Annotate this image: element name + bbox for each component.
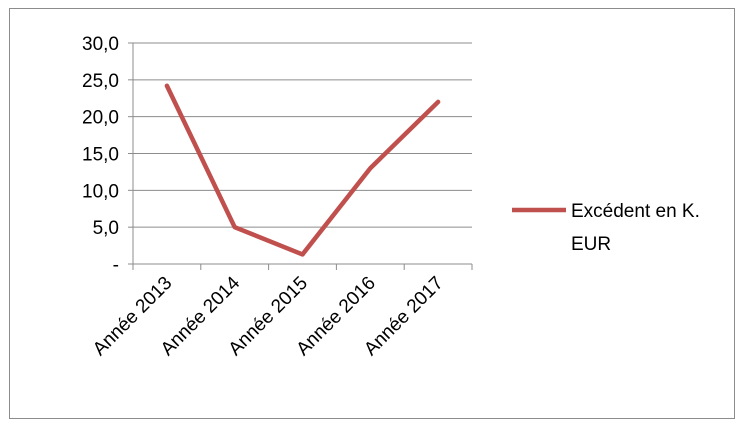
data-point (301, 252, 304, 256)
legend-label-line-1: Excédent en K. (571, 201, 700, 222)
axes (128, 42, 473, 270)
y-tick-label: 10,0 (82, 181, 119, 202)
legend: Excédent en K. EUR (512, 201, 700, 255)
gridlines (133, 42, 472, 228)
data-point (233, 225, 237, 229)
y-tick-label: 5,0 (93, 218, 119, 239)
y-tick-labels: - 5,0 10,0 15,0 20,0 25,0 30,0 (82, 34, 119, 276)
y-tick-label: 25,0 (82, 71, 119, 92)
series-line (164, 83, 441, 257)
chart-frame (9, 8, 735, 419)
y-tick-label: 15,0 (82, 145, 119, 166)
legend-label-line-2: EUR (571, 234, 611, 255)
data-point (368, 166, 372, 170)
y-tick-label: 30,0 (82, 34, 119, 55)
data-point (436, 100, 440, 104)
series-lines (164, 83, 441, 257)
y-tick-label: 20,0 (82, 108, 119, 129)
data-point (165, 84, 169, 88)
y-tick-label: - (113, 255, 119, 276)
